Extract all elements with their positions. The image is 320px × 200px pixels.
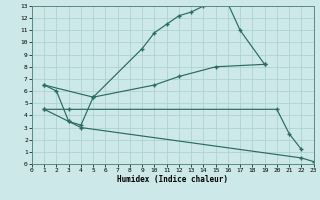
X-axis label: Humidex (Indice chaleur): Humidex (Indice chaleur) — [117, 175, 228, 184]
